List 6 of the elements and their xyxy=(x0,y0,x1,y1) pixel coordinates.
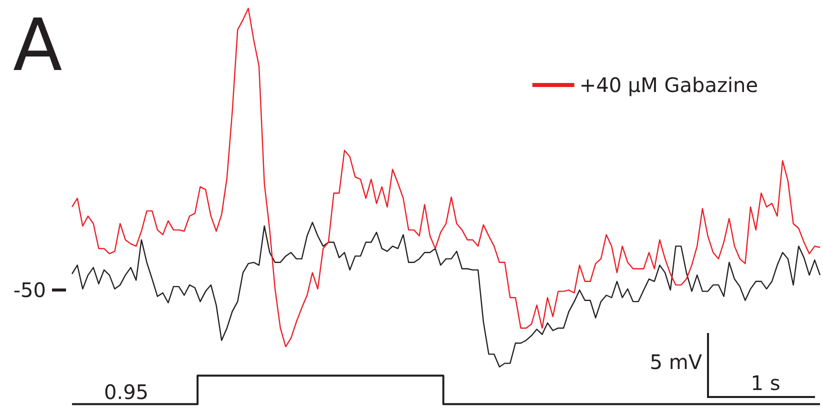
legend-label: +40 µM Gabazine xyxy=(579,73,758,97)
annotation: 5 mV xyxy=(650,350,702,374)
annotation: 1 s xyxy=(750,371,780,395)
text: -50 xyxy=(13,278,46,302)
chart-title: A xyxy=(13,3,62,87)
annotation: 0.95 xyxy=(104,380,149,404)
